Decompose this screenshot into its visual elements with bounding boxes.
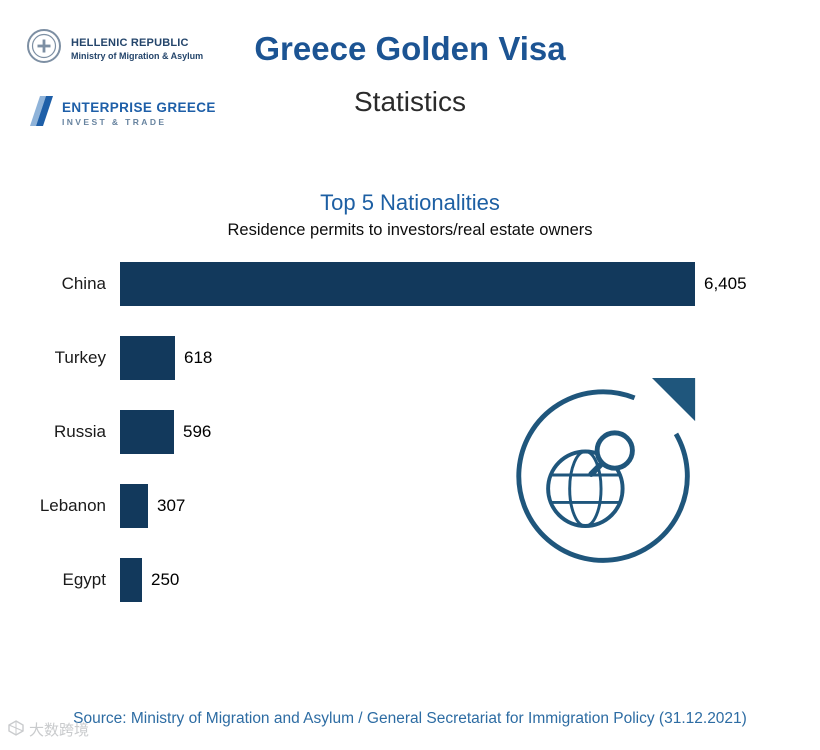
page-subtitle: Statistics [353,86,467,117]
enterprise-line2: INVEST & TRADE [62,117,167,127]
bar-label: Russia [54,422,106,441]
bar-label: Turkey [54,348,106,367]
hellenic-republic-logo: HELLENIC REPUBLIC Ministry of Migration … [26,28,203,69]
enterprise-greece-logo: ENTERPRISE GREECE INVEST & TRADE [28,96,216,131]
bar-label: Egypt [62,570,106,589]
hellenic-text: HELLENIC REPUBLIC Ministry of Migration … [71,37,203,61]
hellenic-emblem-icon [26,28,62,69]
enterprise-line1: ENTERPRISE GREECE [62,100,216,115]
enterprise-text: ENTERPRISE GREECE INVEST & TRADE [62,100,216,127]
bar-row: Lebanon 307 [12,469,808,543]
bar-value-label: 618 [184,348,213,367]
source-text: Source: Ministry of Migration and Asylum… [73,710,747,727]
bar [120,410,174,454]
hellenic-line1: HELLENIC REPUBLIC [71,36,189,49]
globe-search-logo-icon [505,378,701,574]
bar-row: Egypt 250 [12,543,808,617]
bar-value-label: 6,405 [704,274,747,293]
bar-row: Turkey 618 [12,321,808,395]
page-title: Greece Golden Visa [254,30,566,67]
watermark-text: 大数跨境 [29,722,90,739]
bar-label: China [61,274,106,293]
bar-value-label: 596 [183,422,212,441]
enterprise-greece-icon [28,96,54,131]
chart-subtitle: Residence permits to investors/real esta… [227,221,593,239]
bar-label: Lebanon [39,496,106,515]
watermark: 大数跨境 [8,719,89,740]
bar [120,558,142,602]
bar [120,484,148,528]
bar-value-label: 307 [157,496,186,515]
hellenic-line2: Ministry of Migration & Asylum [71,50,204,61]
watermark-icon [8,719,24,740]
bar [120,336,175,380]
bar-row: Russia 596 [12,395,808,469]
chart-title: Top 5 Nationalities [320,190,500,215]
bar-value-label: 250 [151,570,180,589]
bar-chart: China 6,405 Turkey 618 Russia 596 Lebanon 307 Eg… [12,247,808,617]
bar-row: China 6,405 [12,247,808,321]
bar [120,262,695,306]
